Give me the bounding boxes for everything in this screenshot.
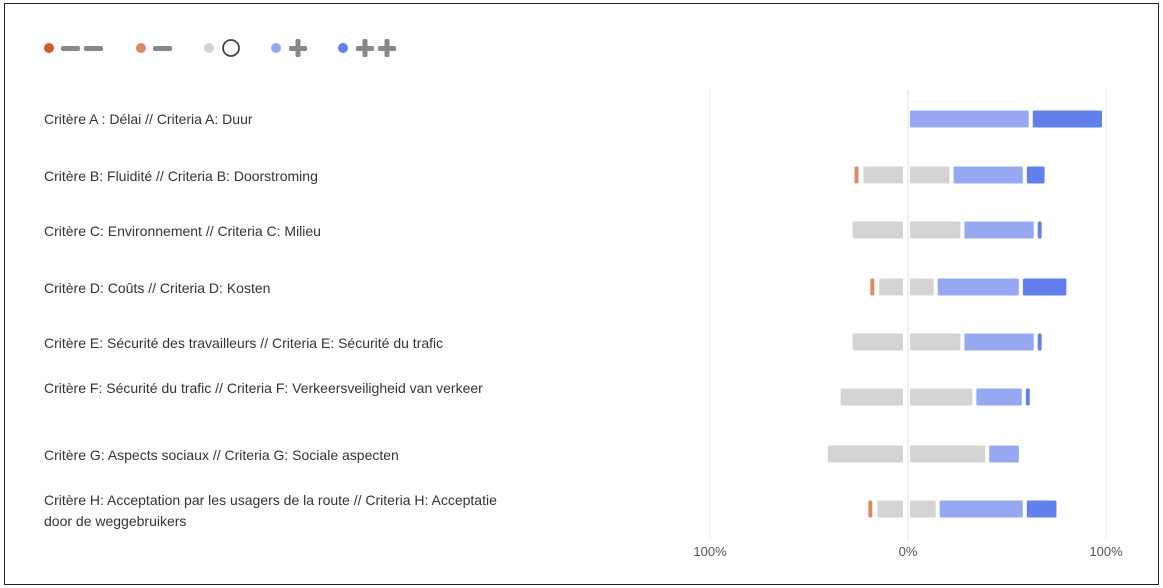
bar-segment-neutral [840,388,903,406]
bar-segment-positive [964,221,1034,239]
bar-segment-negative [870,278,875,296]
bar-segment-positive [964,333,1034,351]
x-tick-label: 100% [1089,544,1123,559]
bar-segment-negative [868,500,873,518]
row-label-e: Critère E: Sécurité des travailleurs // … [44,335,444,351]
minus-minus-icon [61,46,103,51]
legend-dot-neutral [204,43,214,53]
bar-segment-neutral [852,333,903,351]
row-label-d: Critère D: Coûts // Criteria D: Kosten [44,280,271,296]
bar-segment-neutral [910,388,973,406]
bar-segment-neutral [910,221,961,239]
row-label-b: Critère B: Fluidité // Criteria B: Doors… [44,168,318,184]
row-label-g: Critère G: Aspects sociaux // Criteria G… [44,447,399,463]
bar-segment-positive [937,278,1019,296]
bar-segment-positive [989,445,1019,463]
bar-segment-neutral [852,221,903,239]
bar-segment-neutral [910,166,950,184]
bar-segment-neutral [910,278,934,296]
legend-dot-negative [136,43,146,53]
bar-segment-very-positive [1037,221,1042,239]
bar-segment-neutral [863,166,903,184]
bar-segment-neutral [827,445,903,463]
plus-plus-icon [356,39,396,57]
bar-segment-negative [854,166,859,184]
bar-segment-very-positive [1025,388,1030,406]
legend-dot-very-positive [338,43,348,53]
x-tick-label: 0% [899,544,918,559]
bar-segment-neutral [910,445,986,463]
bar-segment-neutral [877,500,903,518]
legend-dot-very-negative [44,43,54,53]
bar-segment-neutral [879,278,903,296]
plus-icon [289,39,307,57]
x-tick-label: 100% [693,544,727,559]
row-label-c: Critère C: Environnement // Criteria C: … [44,223,321,239]
circle-icon [222,39,240,57]
bar-segment-very-positive [1026,500,1057,518]
bar-segment-neutral [910,333,961,351]
row-label-h: Critère H: Acceptation par les usagers d… [44,492,497,529]
bar-segment-positive [939,500,1023,518]
bar-segment-very-positive [1032,110,1103,128]
minus-icon [153,46,172,51]
bar-segment-very-positive [1026,166,1045,184]
legend-dot-positive [271,43,281,53]
bar-segment-neutral [910,500,936,518]
bar-segment-very-positive [1022,278,1067,296]
bar-segment-very-positive [1037,333,1042,351]
bar-segment-positive [953,166,1023,184]
bar-segment-positive [976,388,1022,406]
bar-segment-positive [910,110,1029,128]
row-label-f: Critère F: Sécurité du trafic // Criteri… [44,380,483,396]
row-label-a: Critère A : Délai // Criteria A: Duur [44,111,253,127]
